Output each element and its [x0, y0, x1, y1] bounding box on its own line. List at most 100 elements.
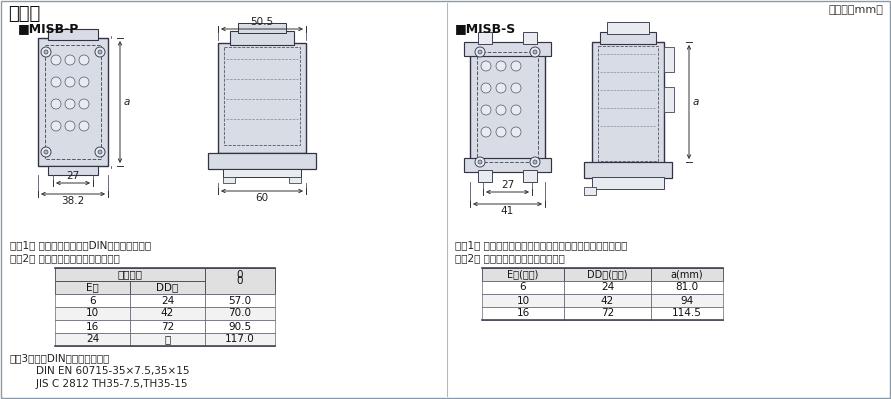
Circle shape	[79, 121, 89, 131]
Text: －: －	[164, 334, 170, 344]
Circle shape	[41, 147, 51, 157]
Circle shape	[51, 99, 61, 109]
Text: 16: 16	[517, 308, 529, 318]
Circle shape	[79, 77, 89, 87]
Text: ■MISB-P: ■MISB-P	[18, 22, 79, 35]
Text: a: a	[124, 97, 130, 107]
Bar	[224, 47, 300, 145]
Circle shape	[65, 121, 75, 131]
Bar	[482, 307, 564, 320]
Text: 90.5: 90.5	[228, 322, 251, 332]
Bar	[48, 166, 98, 175]
Text: 94: 94	[681, 296, 693, 306]
Text: 6: 6	[519, 282, 527, 292]
Bar	[592, 177, 664, 189]
Circle shape	[496, 83, 506, 93]
Text: E型(芯數): E型(芯數)	[507, 269, 539, 280]
Bar	[55, 281, 130, 294]
Text: 0: 0	[237, 276, 243, 286]
Text: （註3）適用DIN軌道如下所示。: （註3）適用DIN軌道如下所示。	[10, 353, 110, 363]
Circle shape	[79, 55, 89, 65]
Bar	[478, 32, 492, 44]
Text: JIS C 2812 TH35-7.5,TH35-15: JIS C 2812 TH35-7.5,TH35-15	[10, 379, 187, 389]
Bar	[238, 23, 286, 33]
Circle shape	[511, 61, 521, 71]
Text: 24: 24	[86, 334, 99, 344]
Text: 適用芯數: 適用芯數	[118, 269, 143, 280]
Bar	[600, 32, 656, 44]
Bar	[208, 153, 316, 169]
Bar	[664, 87, 674, 112]
Bar	[55, 294, 130, 307]
Bar	[130, 320, 205, 333]
Circle shape	[511, 105, 521, 115]
Circle shape	[475, 157, 485, 167]
Bar	[223, 169, 301, 177]
Bar	[230, 31, 294, 45]
Bar	[223, 177, 235, 183]
Bar	[564, 294, 651, 307]
Circle shape	[41, 47, 51, 57]
Bar	[218, 43, 306, 153]
Circle shape	[79, 99, 89, 109]
Bar	[482, 281, 564, 294]
Circle shape	[496, 61, 506, 71]
Circle shape	[533, 50, 537, 54]
Bar	[482, 294, 564, 307]
Text: 117.0: 117.0	[225, 334, 255, 344]
Bar	[584, 162, 672, 178]
Text: 27: 27	[66, 171, 79, 181]
Text: 10: 10	[517, 296, 529, 306]
Circle shape	[530, 47, 540, 57]
Bar	[464, 42, 551, 56]
Bar	[470, 44, 545, 170]
Text: （註1） 本產品為可裝卸嵌入裝置單體的附鎖定機構固定座。: （註1） 本產品為可裝卸嵌入裝置單體的附鎖定機構固定座。	[455, 240, 627, 250]
Circle shape	[98, 150, 102, 154]
Circle shape	[44, 150, 48, 154]
Circle shape	[481, 61, 491, 71]
Bar	[48, 29, 98, 40]
Bar	[482, 268, 564, 281]
Text: 16: 16	[86, 322, 99, 332]
Text: 50.5: 50.5	[250, 17, 274, 27]
Text: 41: 41	[501, 206, 514, 216]
Bar	[564, 307, 651, 320]
Bar	[205, 268, 275, 281]
Circle shape	[481, 127, 491, 137]
Text: a: a	[693, 97, 699, 107]
Text: ■MISB-S: ■MISB-S	[455, 22, 516, 35]
Text: E型: E型	[86, 282, 99, 292]
Text: （註2） 適用嵌入裝置尺寸如下所示。: （註2） 適用嵌入裝置尺寸如下所示。	[10, 253, 120, 263]
Circle shape	[511, 127, 521, 137]
Bar	[55, 320, 130, 333]
Bar	[592, 42, 664, 172]
Bar	[584, 187, 596, 195]
Circle shape	[65, 55, 75, 65]
Text: （註1） 將嵌入裝置安裝至DIN軌道的固定座。: （註1） 將嵌入裝置安裝至DIN軌道的固定座。	[10, 240, 151, 250]
Bar	[598, 46, 658, 161]
Text: 10: 10	[86, 308, 99, 318]
Text: DIN EN 60715-35×7.5,35×15: DIN EN 60715-35×7.5,35×15	[10, 366, 190, 376]
Bar	[55, 307, 130, 320]
Bar	[38, 38, 108, 166]
Bar	[55, 268, 205, 281]
Circle shape	[533, 160, 537, 164]
Bar	[651, 268, 723, 281]
Text: 72: 72	[601, 308, 614, 318]
Text: 38.2: 38.2	[61, 196, 85, 206]
Text: 尺寸圖: 尺寸圖	[8, 5, 40, 23]
Bar	[130, 281, 205, 294]
Circle shape	[51, 121, 61, 131]
Text: 114.5: 114.5	[672, 308, 702, 318]
Circle shape	[481, 83, 491, 93]
Text: （單位：mm）: （單位：mm）	[828, 5, 883, 15]
Bar	[651, 294, 723, 307]
Bar	[607, 22, 649, 34]
Text: 24: 24	[161, 296, 174, 306]
Bar	[564, 268, 651, 281]
Bar	[45, 45, 101, 159]
Text: 57.0: 57.0	[228, 296, 251, 306]
Bar	[289, 177, 301, 183]
Circle shape	[51, 55, 61, 65]
Circle shape	[478, 50, 482, 54]
